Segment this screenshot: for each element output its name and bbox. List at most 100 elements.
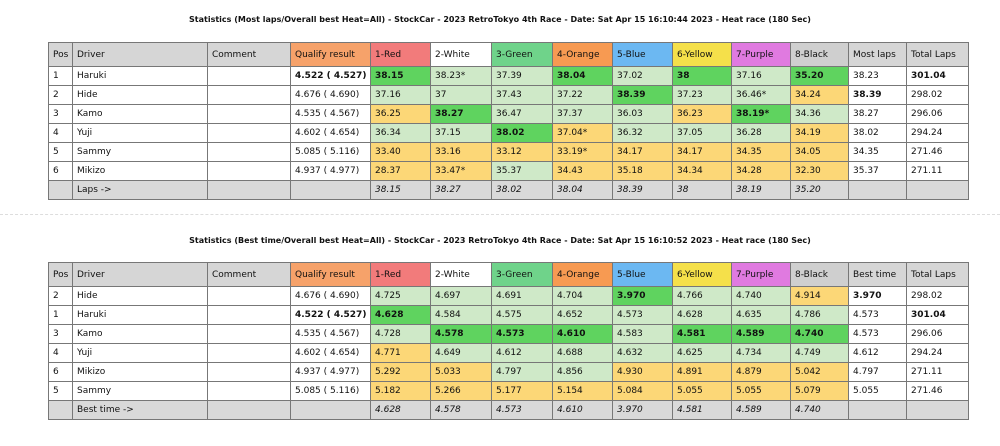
lane-cell: 4.930 <box>612 362 673 382</box>
comment-cell <box>207 324 291 344</box>
header-cell: Driver <box>72 262 208 287</box>
pos-cell: 4 <box>48 343 73 363</box>
footer-blank <box>848 400 907 420</box>
lane-cell: 5.177 <box>491 381 553 401</box>
lane-cell: 4.740 <box>731 286 791 306</box>
pos-cell: 5 <box>48 142 73 162</box>
footer-blank <box>906 400 969 420</box>
header-cell: Total Laps <box>906 262 969 287</box>
comment-cell <box>207 286 291 306</box>
lane-cell: 4.766 <box>672 286 732 306</box>
header-cell: Best time <box>848 262 907 287</box>
lane-cell: 34.36 <box>790 104 849 124</box>
footer-blank <box>48 180 73 200</box>
lane-cell: 33.19* <box>552 142 613 162</box>
lane-cell: 5.154 <box>552 381 613 401</box>
footer-label: Laps -> <box>72 180 208 200</box>
lane-cell: 4.573 <box>491 324 553 344</box>
header-cell: Comment <box>207 262 291 287</box>
qualify-cell: 4.535 ( 4.567) <box>290 104 371 124</box>
lane-cell: 38.04 <box>552 66 613 86</box>
lane-cell: 34.35 <box>731 142 791 162</box>
lane-cell: 37 <box>430 85 492 105</box>
summary-cell: 4.797 <box>848 362 907 382</box>
lane-cell: 5.042 <box>790 362 849 382</box>
driver-cell: Kamo <box>72 324 208 344</box>
footer-value: 38.15 <box>370 180 431 200</box>
qualify-cell: 4.937 ( 4.977) <box>290 161 371 181</box>
lane-cell: 4.584 <box>430 305 492 325</box>
footer-value: 38 <box>672 180 732 200</box>
header-cell: 8-Black <box>790 42 849 67</box>
footer-value: 38.39 <box>612 180 673 200</box>
lane-cell: 4.612 <box>491 343 553 363</box>
driver-row: 2 Hide 4.676 ( 4.690) 4.725 4.697 4.691 4.704 3… <box>48 286 969 306</box>
lane-cell: 4.628 <box>370 305 431 325</box>
header-row: Pos Driver Comment Qualify result 1-Red 2-Whi… <box>48 42 969 67</box>
qualify-cell: 4.535 ( 4.567) <box>290 324 371 344</box>
header-cell: 6-Yellow <box>672 262 732 287</box>
footer-value: 4.740 <box>790 400 849 420</box>
header-cell: 3-Green <box>491 42 553 67</box>
pos-cell: 2 <box>48 85 73 105</box>
lane-cell: 38.02 <box>491 123 553 143</box>
qualify-cell: 5.085 ( 5.116) <box>290 142 371 162</box>
lane-cell: 35.37 <box>491 161 553 181</box>
lane-cell: 4.688 <box>552 343 613 363</box>
lane-cell: 4.573 <box>612 305 673 325</box>
page-separator <box>0 214 1000 215</box>
driver-cell: Hide <box>72 85 208 105</box>
driver-row: 1 Haruki 4.522 ( 4.527) 4.628 4.584 4.575 4.65… <box>48 305 969 325</box>
lane-cell: 4.575 <box>491 305 553 325</box>
footer-blank <box>290 180 371 200</box>
lane-cell: 4.914 <box>790 286 849 306</box>
table-title: Statistics (Most laps/Overall best Heat=… <box>189 15 811 24</box>
qualify-cell: 4.522 ( 4.527) <box>290 305 371 325</box>
lane-cell: 4.628 <box>672 305 732 325</box>
header-cell: Most laps <box>848 42 907 67</box>
qualify-cell: 4.522 ( 4.527) <box>290 66 371 86</box>
lane-cell: 4.740 <box>790 324 849 344</box>
lane-cell: 34.19 <box>790 123 849 143</box>
lane-cell: 33.40 <box>370 142 431 162</box>
driver-cell: Haruki <box>72 305 208 325</box>
qualify-cell: 4.602 ( 4.654) <box>290 123 371 143</box>
footer-value: 4.581 <box>672 400 732 420</box>
lane-cell: 4.725 <box>370 286 431 306</box>
header-cell: 3-Green <box>491 262 553 287</box>
table-body: Pos Driver Comment Qualify result 1-Red 2-Whi… <box>48 42 969 200</box>
lane-cell: 4.691 <box>491 286 553 306</box>
driver-cell: Sammy <box>72 142 208 162</box>
summary-cell: 34.35 <box>848 142 907 162</box>
header-cell: Qualify result <box>290 262 371 287</box>
pos-cell: 4 <box>48 123 73 143</box>
header-cell: 7-Purple <box>731 262 791 287</box>
pos-cell: 6 <box>48 161 73 181</box>
total-cell: 271.11 <box>906 362 969 382</box>
lane-cell: 38.19* <box>731 104 791 124</box>
driver-cell: Mikizo <box>72 161 208 181</box>
pos-cell: 3 <box>48 324 73 344</box>
footer-blank <box>207 180 291 200</box>
lane-cell: 34.28 <box>731 161 791 181</box>
lane-cell: 33.16 <box>430 142 492 162</box>
footer-row: Best time -> 4.628 4.578 4.573 4.610 3.970 4.5… <box>48 400 969 420</box>
header-cell: Total Laps <box>906 42 969 67</box>
lane-cell: 36.47 <box>491 104 553 124</box>
lane-cell: 37.02 <box>612 66 673 86</box>
total-cell: 294.24 <box>906 123 969 143</box>
lane-cell: 5.033 <box>430 362 492 382</box>
header-cell: Pos <box>48 262 73 287</box>
driver-cell: Kamo <box>72 104 208 124</box>
lane-cell: 35.18 <box>612 161 673 181</box>
total-cell: 271.46 <box>906 142 969 162</box>
driver-cell: Sammy <box>72 381 208 401</box>
pos-cell: 2 <box>48 286 73 306</box>
driver-row: 6 Mikizo 4.937 ( 4.977) 28.37 33.47* 35.37 34.… <box>48 161 969 181</box>
lane-cell: 37.39 <box>491 66 553 86</box>
header-cell: Comment <box>207 42 291 67</box>
lane-cell: 4.749 <box>790 343 849 363</box>
footer-blank <box>48 400 73 420</box>
lane-cell: 34.05 <box>790 142 849 162</box>
